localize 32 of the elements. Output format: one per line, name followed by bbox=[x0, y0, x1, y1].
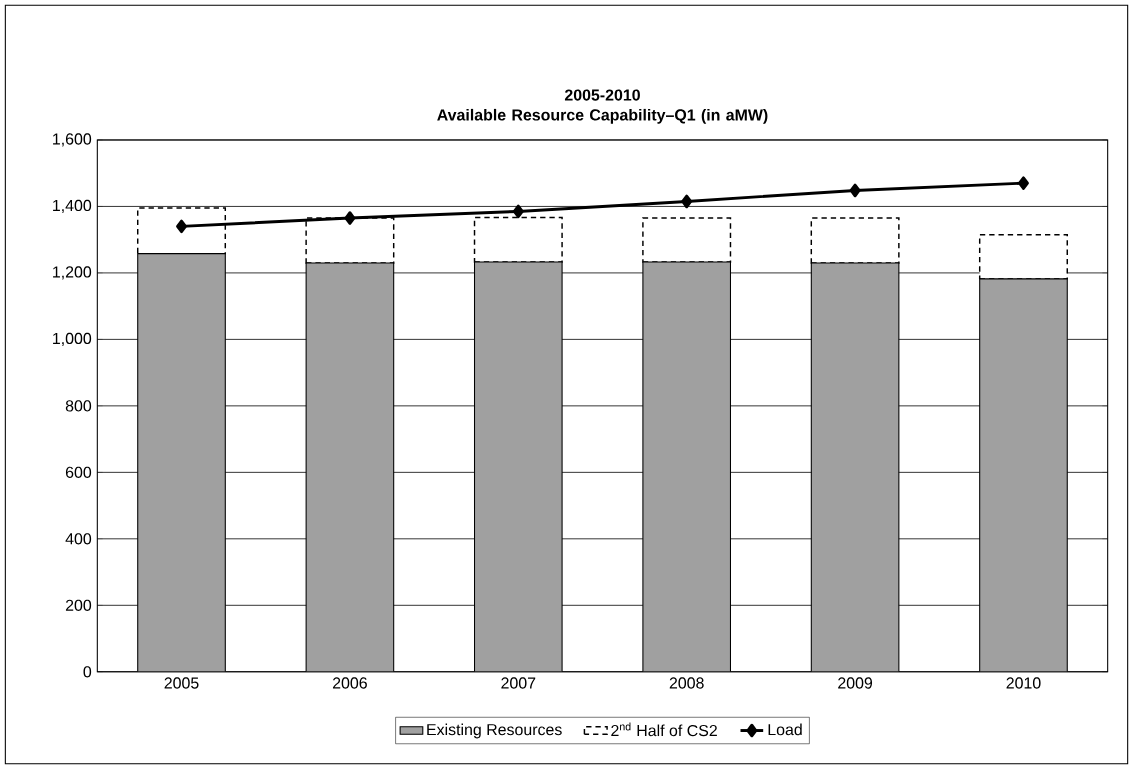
y-tick-label: 600 bbox=[65, 466, 92, 478]
point bbox=[849, 183, 861, 198]
y-tick-label: 1,000 bbox=[53, 332, 92, 346]
bar bbox=[642, 261, 731, 672]
point bbox=[344, 211, 356, 225]
chart-title: 2005-2010 bbox=[564, 89, 640, 101]
legend-label: Existing Resources bbox=[427, 723, 562, 739]
bar bbox=[137, 253, 226, 672]
y-tick-label: 200 bbox=[65, 599, 92, 611]
bar bbox=[305, 262, 395, 672]
y-tick-label: 0 bbox=[83, 666, 92, 678]
point bbox=[681, 194, 693, 209]
point bbox=[512, 204, 524, 219]
x-tick-label: 2008 bbox=[669, 677, 704, 689]
chart-subtitle: Available Resource Capability–Q1 (in aMW) bbox=[437, 108, 768, 124]
x-tick-label: 2010 bbox=[1006, 677, 1041, 689]
bar bbox=[810, 262, 900, 672]
x-tick-label: 2009 bbox=[838, 677, 873, 689]
y-tick-label: 1,400 bbox=[53, 199, 92, 213]
point bbox=[1018, 176, 1029, 190]
bar bbox=[473, 261, 563, 672]
legend-label: 2$^{nd}$ Half of CS2 bbox=[611, 722, 717, 737]
x-tick-label: 2006 bbox=[332, 677, 367, 689]
y-tick-label: 800 bbox=[65, 400, 92, 412]
y-tick-label: 400 bbox=[65, 533, 92, 545]
legend-label: Load bbox=[768, 723, 802, 736]
bar bbox=[979, 278, 1068, 672]
point bbox=[176, 219, 187, 234]
x-tick-label: 2007 bbox=[501, 677, 536, 689]
y-tick-label: 1,200 bbox=[53, 266, 92, 280]
y-tick-label: 1,600 bbox=[53, 133, 92, 147]
x-tick-label: 2005 bbox=[164, 677, 199, 689]
